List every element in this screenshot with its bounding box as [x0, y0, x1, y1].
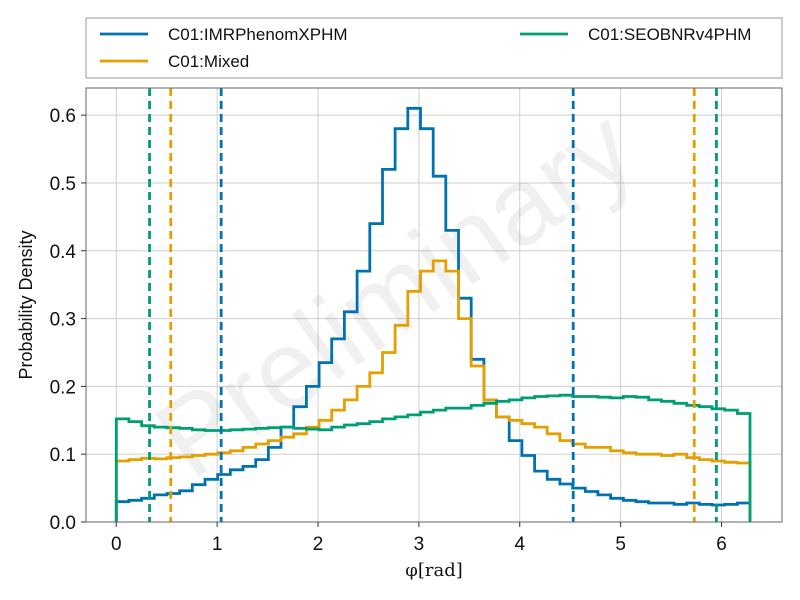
x-axis-label: φ[rad] [405, 560, 463, 581]
y-tick-label: 0.4 [50, 242, 77, 263]
legend-label-2: C01:SEOBNRv4PHM [588, 25, 751, 44]
credible-interval-lines [148, 88, 718, 522]
plot-frame [85, 87, 783, 523]
y-axis-label: Probability Density [16, 230, 36, 379]
y-tick-label: 0.6 [50, 106, 76, 127]
x-tick-label: 3 [414, 534, 425, 555]
x-tick-label: 4 [514, 534, 525, 555]
y-tick-label: 0.2 [50, 377, 76, 398]
y-tick-label: 0.5 [50, 174, 76, 195]
x-tick-label: 2 [313, 534, 324, 555]
x-tick-label: 0 [111, 534, 122, 555]
series-step-line-1 [114, 259, 752, 522]
legend-label-0: C01:IMRPhenomXPHM [168, 25, 348, 44]
y-tick-label: 0.0 [50, 513, 76, 534]
series-step-line-0 [114, 106, 752, 522]
y-tick-label: 0.1 [50, 445, 76, 466]
x-tick-label: 6 [716, 534, 727, 555]
x-tick-label: 5 [615, 534, 626, 555]
y-tick-label: 0.3 [50, 310, 76, 331]
legend: C01:IMRPhenomXPHM C01:Mixed C01:SEOBNRv4PH… [85, 17, 783, 79]
legend-label-1: C01:Mixed [168, 52, 249, 71]
x-tick-label: 1 [212, 534, 223, 555]
axis-ticks: 0 1 2 3 4 5 6 0.0 0.1 0.2 0.3 0.4 0.5 0.6 [50, 106, 727, 555]
legend-box [85, 17, 783, 79]
